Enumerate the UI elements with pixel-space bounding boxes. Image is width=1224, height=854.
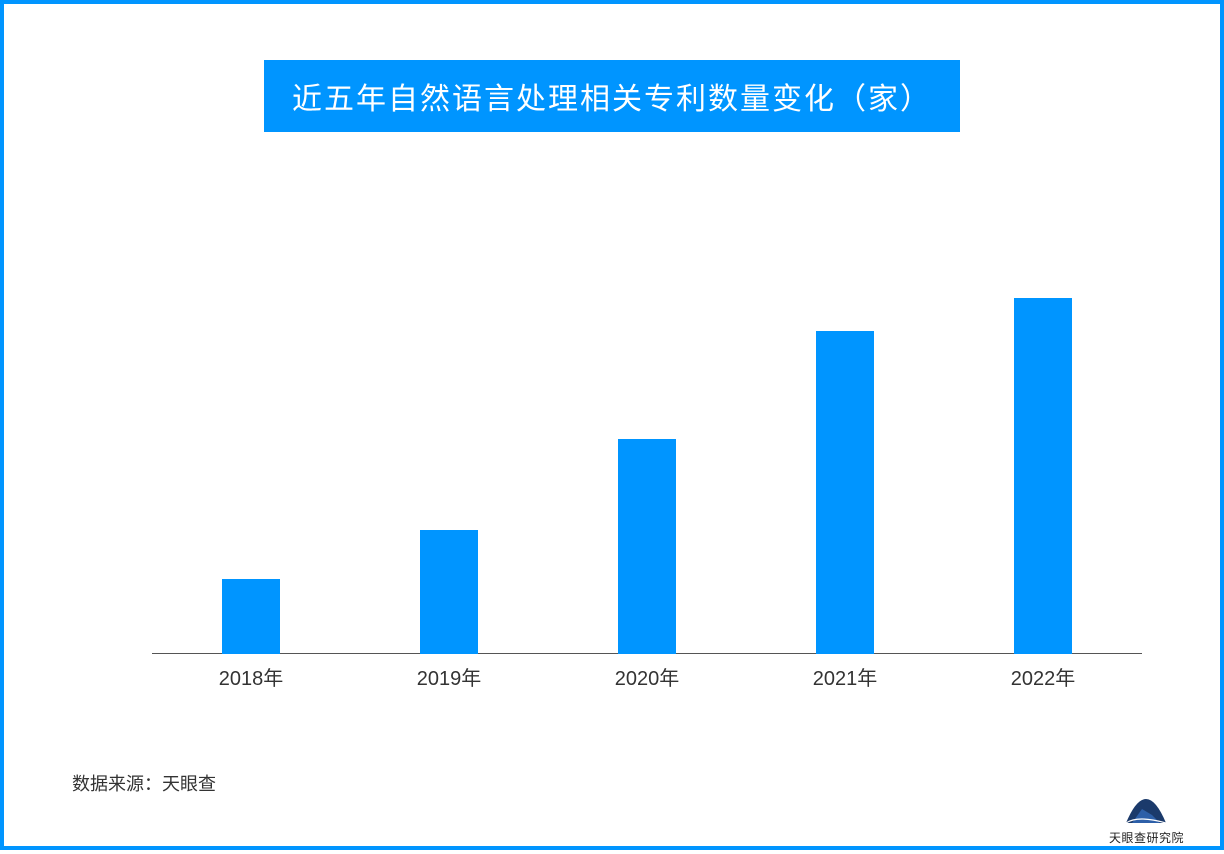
bar xyxy=(618,439,676,654)
bar-slot xyxy=(746,240,944,654)
bars-row xyxy=(152,240,1142,654)
inner-area: 近五年自然语言处理相关专利数量变化（家） 2018年2019年2020年2021… xyxy=(32,60,1192,854)
plot-area xyxy=(152,240,1142,654)
logo-label: 天眼查研究院 xyxy=(1109,829,1184,846)
data-source: 数据来源：天眼查 xyxy=(72,770,216,796)
bar-slot xyxy=(548,240,746,654)
bar xyxy=(420,530,478,654)
chart-frame: 近五年自然语言处理相关专利数量变化（家） 2018年2019年2020年2021… xyxy=(0,0,1224,850)
x-axis-label: 2018年 xyxy=(152,662,350,691)
chart-title-bar: 近五年自然语言处理相关专利数量变化（家） xyxy=(264,60,960,132)
bar xyxy=(816,331,874,654)
bar-slot xyxy=(350,240,548,654)
x-axis-label: 2021年 xyxy=(746,662,944,691)
bar-chart: 2018年2019年2020年2021年2022年 xyxy=(152,240,1142,694)
bar xyxy=(222,579,280,654)
x-axis-label: 2020年 xyxy=(548,662,746,691)
bar xyxy=(1014,298,1072,654)
chart-title: 近五年自然语言处理相关专利数量变化（家） xyxy=(292,83,932,116)
logo-block: 天眼查研究院 xyxy=(1109,793,1184,846)
bar-slot xyxy=(152,240,350,654)
x-axis-labels: 2018年2019年2020年2021年2022年 xyxy=(152,658,1142,694)
x-axis-label: 2019年 xyxy=(350,662,548,691)
bar-slot xyxy=(944,240,1142,654)
x-axis-label: 2022年 xyxy=(944,662,1142,691)
tianyancha-logo-icon xyxy=(1122,793,1170,827)
